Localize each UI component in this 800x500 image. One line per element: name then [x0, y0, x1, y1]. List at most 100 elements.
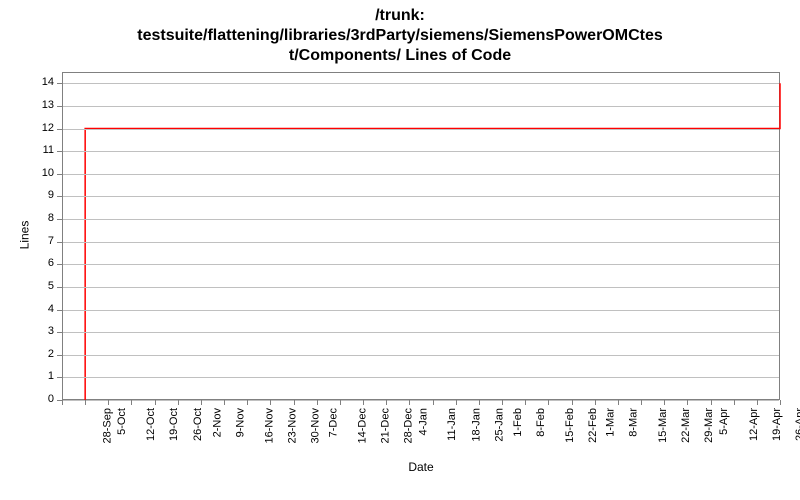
x-tick-label: 11-Jan [446, 408, 458, 441]
x-tick-label: 25-Jan [493, 408, 505, 442]
x-tick-label: 26-Oct [192, 408, 204, 441]
y-tick-label: 11 [32, 144, 54, 156]
x-tick [618, 400, 619, 405]
y-tick [57, 242, 62, 243]
x-tick [641, 400, 642, 405]
y-gridline [63, 129, 779, 130]
x-tick [525, 400, 526, 405]
x-tick [687, 400, 688, 405]
x-tick-label: 23-Nov [287, 408, 299, 443]
x-tick [757, 400, 758, 405]
y-tick-label: 0 [32, 393, 54, 405]
x-tick [456, 400, 457, 405]
y-tick [57, 287, 62, 288]
x-tick-label: 12-Apr [748, 408, 760, 441]
x-tick-label: 30-Nov [310, 408, 322, 443]
y-tick-label: 4 [32, 303, 54, 315]
y-gridline [63, 377, 779, 378]
x-tick-label: 8-Feb [535, 408, 547, 437]
x-tick [433, 400, 434, 405]
y-gridline [63, 151, 779, 152]
x-tick-label: 16-Nov [264, 408, 276, 443]
y-gridline [63, 310, 779, 311]
y-tick [57, 310, 62, 311]
x-tick-label: 19-Oct [168, 408, 180, 441]
y-tick-label: 14 [32, 76, 54, 88]
x-tick [479, 400, 480, 405]
y-gridline [63, 106, 779, 107]
x-tick [224, 400, 225, 405]
x-tick-label: 1-Feb [512, 408, 524, 437]
y-gridline [63, 332, 779, 333]
x-tick [155, 400, 156, 405]
y-tick-label: 2 [32, 348, 54, 360]
x-tick-label: 4-Jan [418, 408, 430, 436]
y-tick [57, 83, 62, 84]
y-tick-label: 9 [32, 189, 54, 201]
x-tick-label: 5-Oct [116, 408, 128, 435]
x-tick-label: 22-Feb [587, 408, 599, 443]
y-tick-label: 10 [32, 167, 54, 179]
y-gridline [63, 287, 779, 288]
y-tick-label: 5 [32, 280, 54, 292]
y-tick-label: 12 [32, 122, 54, 134]
x-tick-label: 12-Oct [145, 408, 157, 441]
x-tick-label: 2-Nov [211, 408, 223, 437]
x-tick-label: 7-Dec [327, 408, 339, 437]
y-gridline [63, 196, 779, 197]
x-tick [247, 400, 248, 405]
x-tick-label: 26-Apr [794, 408, 800, 441]
x-tick [62, 400, 63, 405]
x-tick-label: 21-Dec [379, 408, 391, 443]
x-tick-label: 9-Nov [234, 408, 246, 437]
x-tick [108, 400, 109, 405]
x-tick-label: 28-Dec [403, 408, 415, 443]
y-tick [57, 106, 62, 107]
y-tick [57, 129, 62, 130]
x-tick-label: 18-Jan [470, 408, 482, 442]
x-tick-label: 5-Apr [718, 408, 730, 435]
y-tick-label: 1 [32, 370, 54, 382]
x-tick [294, 400, 295, 405]
x-tick [363, 400, 364, 405]
x-tick-label: 29-Mar [703, 408, 715, 443]
y-gridline [63, 174, 779, 175]
y-tick [57, 377, 62, 378]
y-tick-label: 6 [32, 257, 54, 269]
x-tick [409, 400, 410, 405]
chart-container: /trunk: testsuite/flattening/libraries/3… [0, 0, 800, 500]
y-gridline [63, 264, 779, 265]
x-tick [572, 400, 573, 405]
y-gridline [63, 400, 779, 401]
y-tick [57, 219, 62, 220]
x-tick [548, 400, 549, 405]
x-tick-label: 28-Sep [101, 408, 113, 443]
y-gridline [63, 355, 779, 356]
x-tick [178, 400, 179, 405]
y-tick [57, 196, 62, 197]
x-tick [317, 400, 318, 405]
x-tick-label: 15-Mar [657, 408, 669, 443]
y-tick [57, 174, 62, 175]
x-tick-label: 19-Apr [771, 408, 783, 441]
x-tick [340, 400, 341, 405]
x-tick [780, 400, 781, 405]
y-tick [57, 264, 62, 265]
x-tick [131, 400, 132, 405]
y-tick-label: 13 [32, 99, 54, 111]
x-tick [386, 400, 387, 405]
x-tick [734, 400, 735, 405]
x-tick [201, 400, 202, 405]
y-gridline [63, 242, 779, 243]
y-tick-label: 8 [32, 212, 54, 224]
y-gridline [63, 219, 779, 220]
x-tick [664, 400, 665, 405]
x-tick [711, 400, 712, 405]
x-tick [502, 400, 503, 405]
y-gridline [63, 83, 779, 84]
x-tick-label: 22-Mar [680, 408, 692, 443]
x-tick [270, 400, 271, 405]
x-tick-label: 15-Feb [564, 408, 576, 443]
x-tick-label: 8-Mar [627, 408, 639, 437]
x-tick-label: 1-Mar [604, 408, 616, 437]
